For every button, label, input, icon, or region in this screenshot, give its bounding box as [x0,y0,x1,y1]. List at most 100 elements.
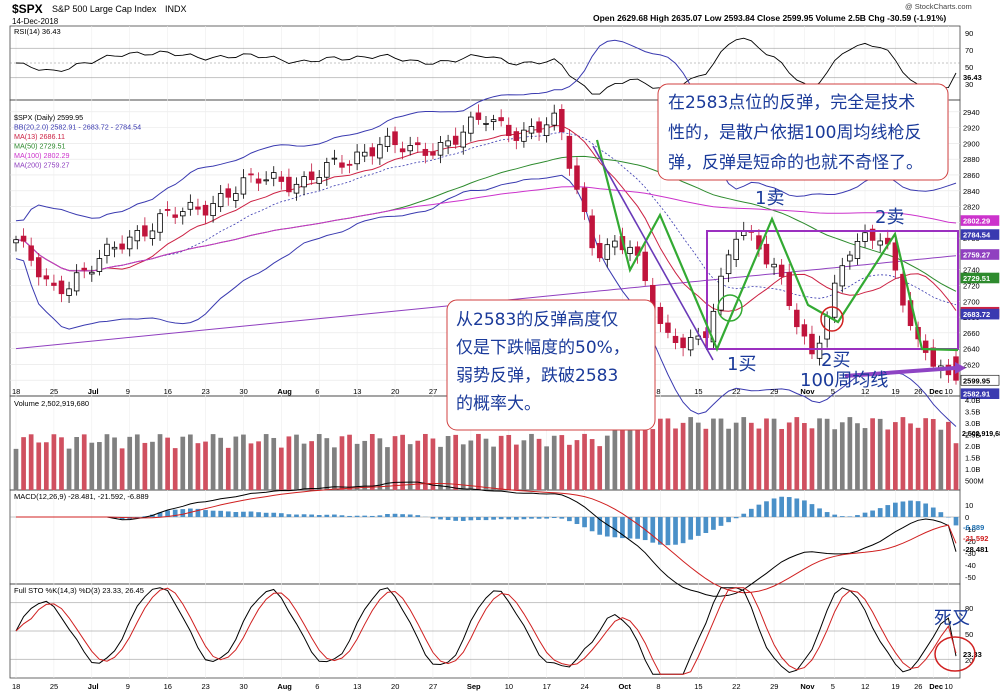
candle-body [354,151,360,165]
macd-axis-label: 0 [965,513,969,522]
candle-body [28,245,34,261]
macd-histogram-bar [385,514,390,517]
volume-bar [877,418,883,490]
macd-histogram-bar [915,501,921,517]
exchange: INDX [165,4,187,14]
candle-body [604,244,611,260]
candle-body [854,240,861,259]
candle-body [187,201,194,210]
price-axis-label: 2620 [963,360,980,369]
rsi-axis-label: 50 [965,63,973,72]
candle-body [862,232,868,242]
macd-histogram-bar [604,517,610,537]
price-legend-item: MA(100) 2802.29 [14,151,70,160]
price-legend-item: MA(13) 2686.11 [14,132,65,141]
volume-bar [423,433,428,490]
volume-bar [104,434,110,490]
macd-histogram-bar [771,498,777,517]
price-axis-label: 2940 [963,108,980,117]
volume-bar [582,433,587,490]
volume-bar [256,441,261,490]
volume-bar [13,448,19,490]
volume-bar [498,435,504,490]
candle-body [452,135,459,145]
candle-body [202,204,209,216]
candle-body [195,206,201,210]
volume-bar [802,423,807,490]
candle-body [369,147,376,157]
macd-histogram-bar [627,517,633,539]
macd-axis-label: -10 [965,525,976,534]
candle-body [293,183,300,194]
price-value-badge [960,308,1000,320]
price-value-badge-label: 2802.29 [963,217,990,226]
candle-body [126,236,133,250]
candle-body [111,246,118,250]
candle-body [134,230,141,242]
price-axis-label: 2660 [963,329,980,338]
volume-bar [703,428,709,490]
volume-bar [445,436,451,490]
x-axis-label-bottom: 26 [914,682,922,691]
price-axis-label: 2700 [963,297,980,306]
macd-histogram-bar [885,505,891,517]
label-sell1: 1卖 [755,188,784,209]
candle-body [172,214,178,218]
macd-histogram-bar [400,514,405,517]
macd-value-badge: -28.481 [963,545,988,554]
volume-bar [157,434,163,490]
candle-body [270,172,277,179]
rsi-legend: RSI(14) 36.43 [14,27,61,36]
volume-axis-label: 500M [965,477,984,486]
candle-body [847,254,853,262]
macd-histogram-bar [567,517,572,522]
candle-body [339,162,345,168]
volume-bar [430,438,436,490]
ma100w-arrowhead [955,362,966,374]
macd-histogram-bar [491,517,496,520]
volume-legend: Volume 2,502,919,680 [14,399,89,408]
x-axis-label-bottom: Dec [929,682,943,691]
candle-body [703,331,709,339]
macd-signal-line [16,483,957,594]
x-axis-label-bottom: 24 [581,682,589,691]
volume-bar [748,422,754,490]
label-death-cross: 死叉 [934,608,970,629]
macd-histogram-bar [218,510,224,517]
price-axis-label: 2920 [963,124,980,133]
x-axis-label: 13 [353,387,361,396]
candle-body [786,272,792,307]
macd-histogram-bar [908,500,913,517]
x-axis-label: Nov [800,387,815,396]
macd-histogram-bar [377,515,383,517]
label-buy1: 1买 [727,354,756,375]
candle-body [612,240,618,248]
x-axis-label: Dec [929,387,943,396]
candle-body [89,271,95,275]
macd-histogram-bar [286,514,292,517]
volume-bar [286,436,292,490]
price-value-badge-label: 2729.51 [963,274,990,283]
x-axis-label-bottom: 9 [126,682,130,691]
volume-bar [612,418,618,490]
price-axis-label: 2740 [963,266,980,275]
volume-bar [203,441,208,490]
macd-histogram-bar [332,514,337,517]
candle-body [263,179,269,182]
candle-body [574,165,580,190]
macd-histogram-bar [369,515,375,517]
volume-bar [89,442,95,490]
x-axis-label-bottom: 23 [202,682,210,691]
macd-line [16,481,957,597]
x-axis-label-bottom: 25 [50,682,58,691]
x-axis-label: 27 [429,387,437,396]
volume-bar [188,434,193,490]
volume-bar [658,418,663,490]
candle-body [490,119,497,123]
candle-body [210,203,216,217]
macd-panel [9,489,961,585]
volume-bar [354,443,360,490]
candle-body [437,142,444,156]
macd-histogram-bar [809,504,815,517]
candle-body [407,145,413,152]
